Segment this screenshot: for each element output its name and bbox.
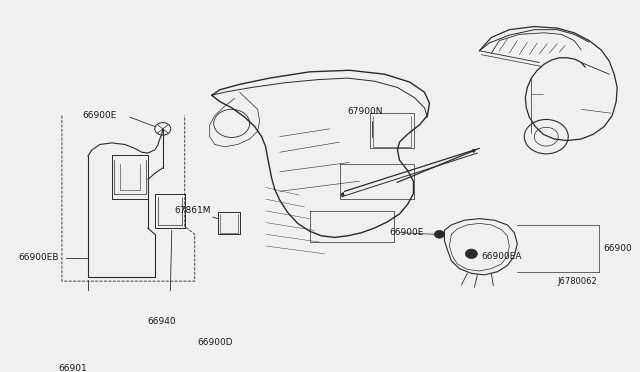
Circle shape <box>217 351 223 355</box>
Text: 66900E: 66900E <box>390 228 424 237</box>
Text: 66900EA: 66900EA <box>481 251 522 261</box>
Circle shape <box>465 249 477 259</box>
Text: 66940: 66940 <box>148 317 177 326</box>
Text: 66900D: 66900D <box>197 337 232 347</box>
Text: J6780062: J6780062 <box>557 277 597 286</box>
Circle shape <box>435 230 444 238</box>
Text: 67900N: 67900N <box>348 107 383 116</box>
Text: 66900E: 66900E <box>82 111 116 120</box>
Text: 66901: 66901 <box>58 364 86 372</box>
Text: 66900EB: 66900EB <box>18 253 58 262</box>
Text: 67861M: 67861M <box>175 206 211 215</box>
Text: 66900: 66900 <box>603 244 632 253</box>
